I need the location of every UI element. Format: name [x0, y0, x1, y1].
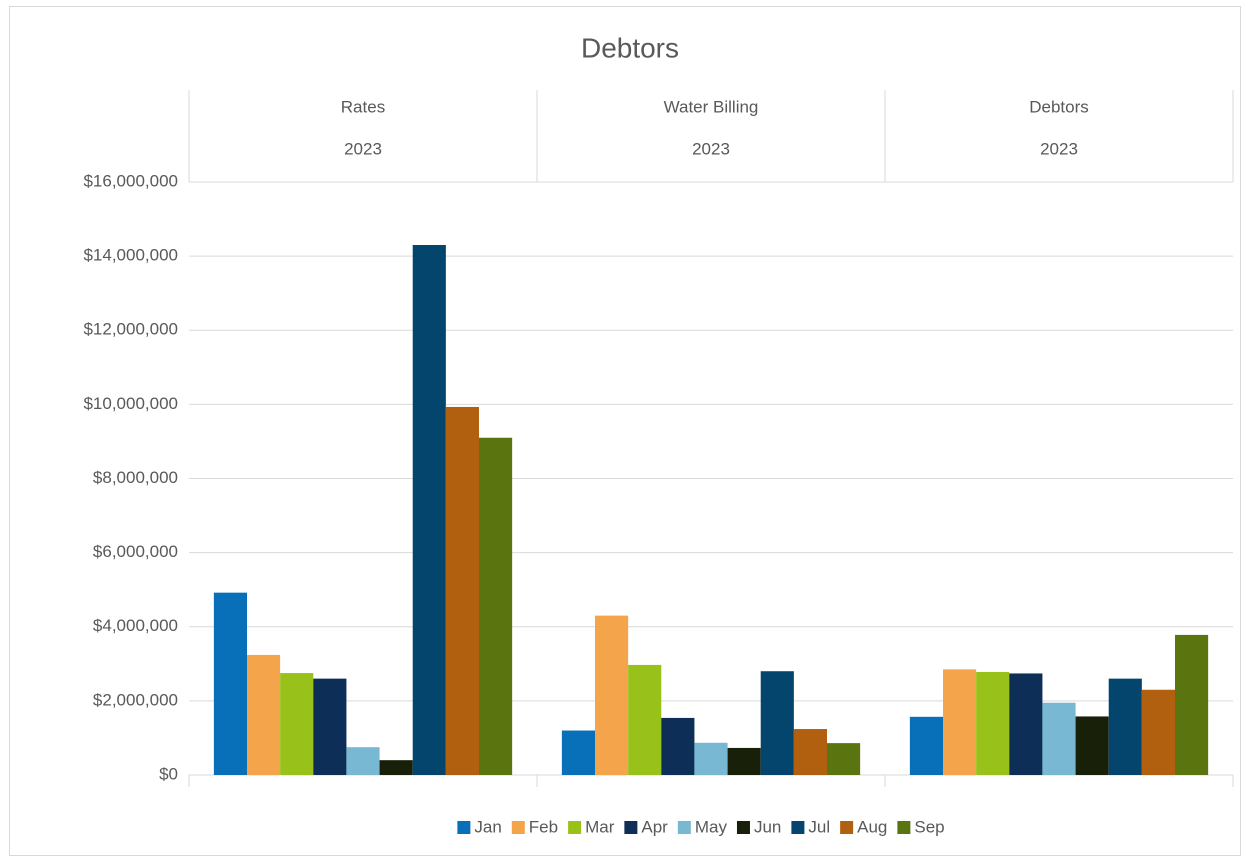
bar — [346, 747, 380, 775]
legend-label: Mar — [585, 817, 615, 836]
bar — [1175, 634, 1209, 775]
bar — [1042, 702, 1076, 775]
y-tick-label: $10,000,000 — [83, 394, 178, 413]
category-label: Rates — [341, 97, 385, 116]
legend-swatch — [840, 821, 854, 834]
y-tick-label: $12,000,000 — [83, 320, 178, 339]
legend-swatch — [511, 821, 525, 834]
bar — [793, 729, 827, 775]
bar — [827, 743, 861, 775]
bar — [280, 673, 314, 775]
bar — [213, 592, 247, 775]
legend-swatch — [677, 821, 691, 834]
legend-label: Aug — [857, 817, 887, 836]
category-year: 2023 — [692, 139, 730, 158]
y-tick-label: $0 — [159, 764, 178, 783]
category-label: Debtors — [1029, 97, 1089, 116]
legend-swatch — [791, 821, 805, 834]
legend-swatch — [457, 821, 471, 834]
bar — [628, 664, 662, 775]
bar — [909, 716, 943, 775]
legend-swatch — [897, 821, 911, 834]
y-tick-label: $6,000,000 — [93, 542, 178, 561]
y-tick-label: $4,000,000 — [93, 616, 178, 635]
category-label: Water Billing — [664, 97, 759, 116]
y-tick-label: $14,000,000 — [83, 246, 178, 265]
bar — [595, 615, 629, 775]
bar — [976, 671, 1010, 775]
legend-label: Jun — [754, 817, 781, 836]
category-year: 2023 — [344, 139, 382, 158]
y-tick-label: $2,000,000 — [93, 690, 178, 709]
bar — [1141, 689, 1175, 775]
bar — [247, 654, 281, 775]
bar — [561, 730, 595, 775]
bar — [379, 760, 413, 775]
bar — [313, 678, 347, 775]
bar — [479, 437, 513, 775]
bar — [445, 406, 479, 775]
legend-label: Apr — [641, 817, 668, 836]
legend-swatch — [624, 821, 638, 834]
legend-label: Jul — [808, 817, 830, 836]
legend-label: May — [695, 817, 728, 836]
bar — [661, 717, 695, 775]
y-tick-label: $8,000,000 — [93, 468, 178, 487]
legend-swatch — [568, 821, 582, 834]
bar — [1009, 673, 1043, 775]
legend-label: Sep — [914, 817, 944, 836]
bar — [943, 669, 977, 775]
bar — [727, 747, 761, 775]
chart-title: Debtors — [581, 32, 679, 63]
bar — [412, 245, 446, 776]
category-year: 2023 — [1040, 139, 1078, 158]
bar — [694, 742, 728, 775]
legend-label: Jan — [474, 817, 501, 836]
bar — [1108, 678, 1142, 775]
bar — [760, 671, 794, 775]
legend-swatch — [736, 821, 750, 834]
y-tick-label: $16,000,000 — [83, 171, 178, 190]
legend-label: Feb — [529, 817, 558, 836]
bar — [1075, 716, 1109, 775]
